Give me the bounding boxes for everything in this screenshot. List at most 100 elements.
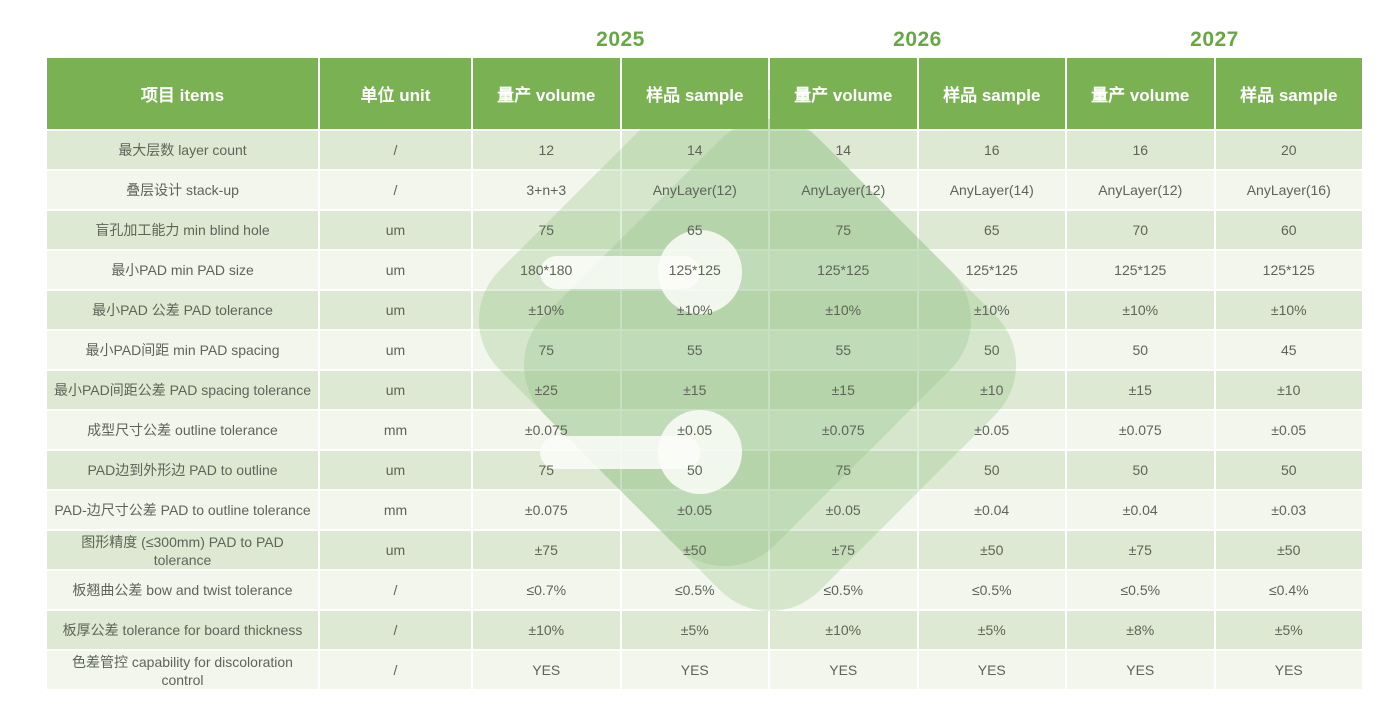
row-12-value-2: ±10% bbox=[770, 611, 917, 649]
header-2027-volume-text: 量产 volume bbox=[1091, 86, 1190, 105]
row-7-value-4: ±0.075 bbox=[1067, 411, 1214, 449]
header-items: 项目 items bbox=[47, 58, 318, 129]
row-1-value-4: AnyLayer(12) bbox=[1067, 171, 1214, 209]
row-2-value-4: 70 bbox=[1067, 211, 1214, 249]
row-6-value-1-text: ±15 bbox=[683, 382, 707, 398]
row-7-value-0-text: ±0.075 bbox=[524, 422, 568, 438]
row-4-value-4-text: ±10% bbox=[1122, 302, 1159, 318]
row-2-item-text: 盲孔加工能力 min blind hole bbox=[95, 222, 270, 238]
row-3-value-2-text: 125*125 bbox=[817, 262, 870, 278]
row-2-value-1: 65 bbox=[621, 211, 768, 249]
year-label-2026: 2026 bbox=[893, 28, 942, 51]
row-12-value-1-text: ±5% bbox=[680, 622, 709, 638]
row-3-value-1: 125*125 bbox=[621, 251, 768, 289]
row-9-value-0-text: ±0.075 bbox=[524, 502, 568, 518]
row-13-value-0: YES bbox=[473, 651, 620, 689]
header-2025-sample: 样品 sample bbox=[621, 58, 768, 129]
row-5-value-0: 75 bbox=[473, 331, 620, 369]
row-7-value-2-text: ±0.075 bbox=[821, 422, 865, 438]
row-12-value-0-text: ±10% bbox=[528, 622, 565, 638]
row-4-unit: um bbox=[320, 291, 471, 329]
row-7-item-text: 成型尺寸公差 outline tolerance bbox=[87, 422, 278, 438]
row-1-value-3-text: AnyLayer(14) bbox=[949, 182, 1034, 198]
row-7-value-0: ±0.075 bbox=[473, 411, 620, 449]
row-3-value-4: 125*125 bbox=[1067, 251, 1214, 289]
row-9-value-4-text: ±0.04 bbox=[1122, 502, 1158, 518]
row-2-value-3: 65 bbox=[918, 211, 1065, 249]
row-11-unit: / bbox=[320, 571, 471, 609]
row-8-value-4-text: 50 bbox=[1132, 462, 1149, 478]
row-0-item: 最大层数 layer count bbox=[47, 131, 318, 169]
row-10-value-4-text: ±75 bbox=[1128, 542, 1152, 558]
row-12-value-4: ±8% bbox=[1067, 611, 1214, 649]
header-2026-volume-text: 量产 volume bbox=[794, 86, 893, 105]
row-3-value-5-text: 125*125 bbox=[1262, 262, 1315, 278]
row-5-value-1-text: 55 bbox=[686, 342, 703, 358]
row-11-value-5: ≤0.4% bbox=[1215, 571, 1362, 609]
row-2-value-0-text: 75 bbox=[538, 222, 555, 238]
row-12-value-0: ±10% bbox=[473, 611, 620, 649]
row-4-value-4: ±10% bbox=[1067, 291, 1214, 329]
row-0-value-4: 16 bbox=[1067, 131, 1214, 169]
row-13-value-4-text: YES bbox=[1126, 662, 1155, 678]
row-6-value-2: ±15 bbox=[770, 371, 917, 409]
row-10-value-0-text: ±75 bbox=[534, 542, 558, 558]
row-13-value-1-text: YES bbox=[680, 662, 709, 678]
row-10-value-3-text: ±50 bbox=[980, 542, 1004, 558]
row-10-item: 图形精度 (≤300mm) PAD to PAD tolerance bbox=[47, 531, 318, 569]
row-12-unit: / bbox=[320, 611, 471, 649]
row-7-value-1: ±0.05 bbox=[621, 411, 768, 449]
row-5-unit-text: um bbox=[385, 342, 406, 358]
row-9-value-1: ±0.05 bbox=[621, 491, 768, 529]
row-8-value-1-text: 50 bbox=[686, 462, 703, 478]
row-13-value-5: YES bbox=[1215, 651, 1362, 689]
row-5-item: 最小PAD间距 min PAD spacing bbox=[47, 331, 318, 369]
row-5-item-text: 最小PAD间距 min PAD spacing bbox=[85, 342, 280, 358]
row-1-value-4-text: AnyLayer(12) bbox=[1098, 182, 1183, 198]
header-2027-sample: 样品 sample bbox=[1215, 58, 1362, 129]
row-5-value-4: 50 bbox=[1067, 331, 1214, 369]
row-10-value-3: ±50 bbox=[918, 531, 1065, 569]
header-2027-volume: 量产 volume bbox=[1067, 58, 1214, 129]
row-5-value-0-text: 75 bbox=[538, 342, 555, 358]
row-5-value-3-text: 50 bbox=[983, 342, 1000, 358]
row-13-value-3: YES bbox=[918, 651, 1065, 689]
row-3-item: 最小PAD min PAD size bbox=[47, 251, 318, 289]
row-0-value-5: 20 bbox=[1215, 131, 1362, 169]
row-13-value-2-text: YES bbox=[829, 662, 858, 678]
row-10-value-4: ±75 bbox=[1067, 531, 1214, 569]
row-6-value-5: ±10 bbox=[1215, 371, 1362, 409]
row-9-value-0: ±0.075 bbox=[473, 491, 620, 529]
row-13-value-5-text: YES bbox=[1274, 662, 1303, 678]
row-4-value-0: ±10% bbox=[473, 291, 620, 329]
row-1-value-5: AnyLayer(16) bbox=[1215, 171, 1362, 209]
row-9-value-3: ±0.04 bbox=[918, 491, 1065, 529]
row-6-item: 最小PAD间距公差 PAD spacing tolerance bbox=[47, 371, 318, 409]
header-items-text: 项目 items bbox=[140, 86, 225, 105]
row-13-unit: / bbox=[320, 651, 471, 689]
row-13-value-3-text: YES bbox=[977, 662, 1006, 678]
row-6-unit-text: um bbox=[385, 382, 406, 398]
row-2-unit: um bbox=[320, 211, 471, 249]
row-2-value-5-text: 60 bbox=[1280, 222, 1297, 238]
row-1-unit-text: / bbox=[393, 182, 398, 198]
row-9-value-1-text: ±0.05 bbox=[677, 502, 713, 518]
row-0-item-text: 最大层数 layer count bbox=[118, 142, 247, 158]
row-8-value-4: 50 bbox=[1067, 451, 1214, 489]
row-11-item: 板翘曲公差 bow and twist tolerance bbox=[47, 571, 318, 609]
row-5-value-3: 50 bbox=[918, 331, 1065, 369]
header-2025-volume: 量产 volume bbox=[473, 58, 620, 129]
row-1-value-0-text: 3+n+3 bbox=[526, 182, 567, 198]
row-1-value-0: 3+n+3 bbox=[473, 171, 620, 209]
row-2-unit-text: um bbox=[385, 222, 406, 238]
row-7-value-5-text: ±0.05 bbox=[1271, 422, 1307, 438]
row-11-value-3: ≤0.5% bbox=[918, 571, 1065, 609]
row-0-value-1-text: 14 bbox=[686, 142, 703, 158]
row-4-value-1: ±10% bbox=[621, 291, 768, 329]
row-4-value-3-text: ±10% bbox=[973, 302, 1010, 318]
header-unit-text: 单位 unit bbox=[360, 86, 431, 105]
row-1-item: 叠层设计 stack-up bbox=[47, 171, 318, 209]
row-7-unit-text: mm bbox=[383, 422, 408, 438]
row-13-value-0-text: YES bbox=[532, 662, 561, 678]
capability-table: 项目 items 单位 unit 量产 volume 样品 sample 量产 … bbox=[47, 58, 1362, 689]
